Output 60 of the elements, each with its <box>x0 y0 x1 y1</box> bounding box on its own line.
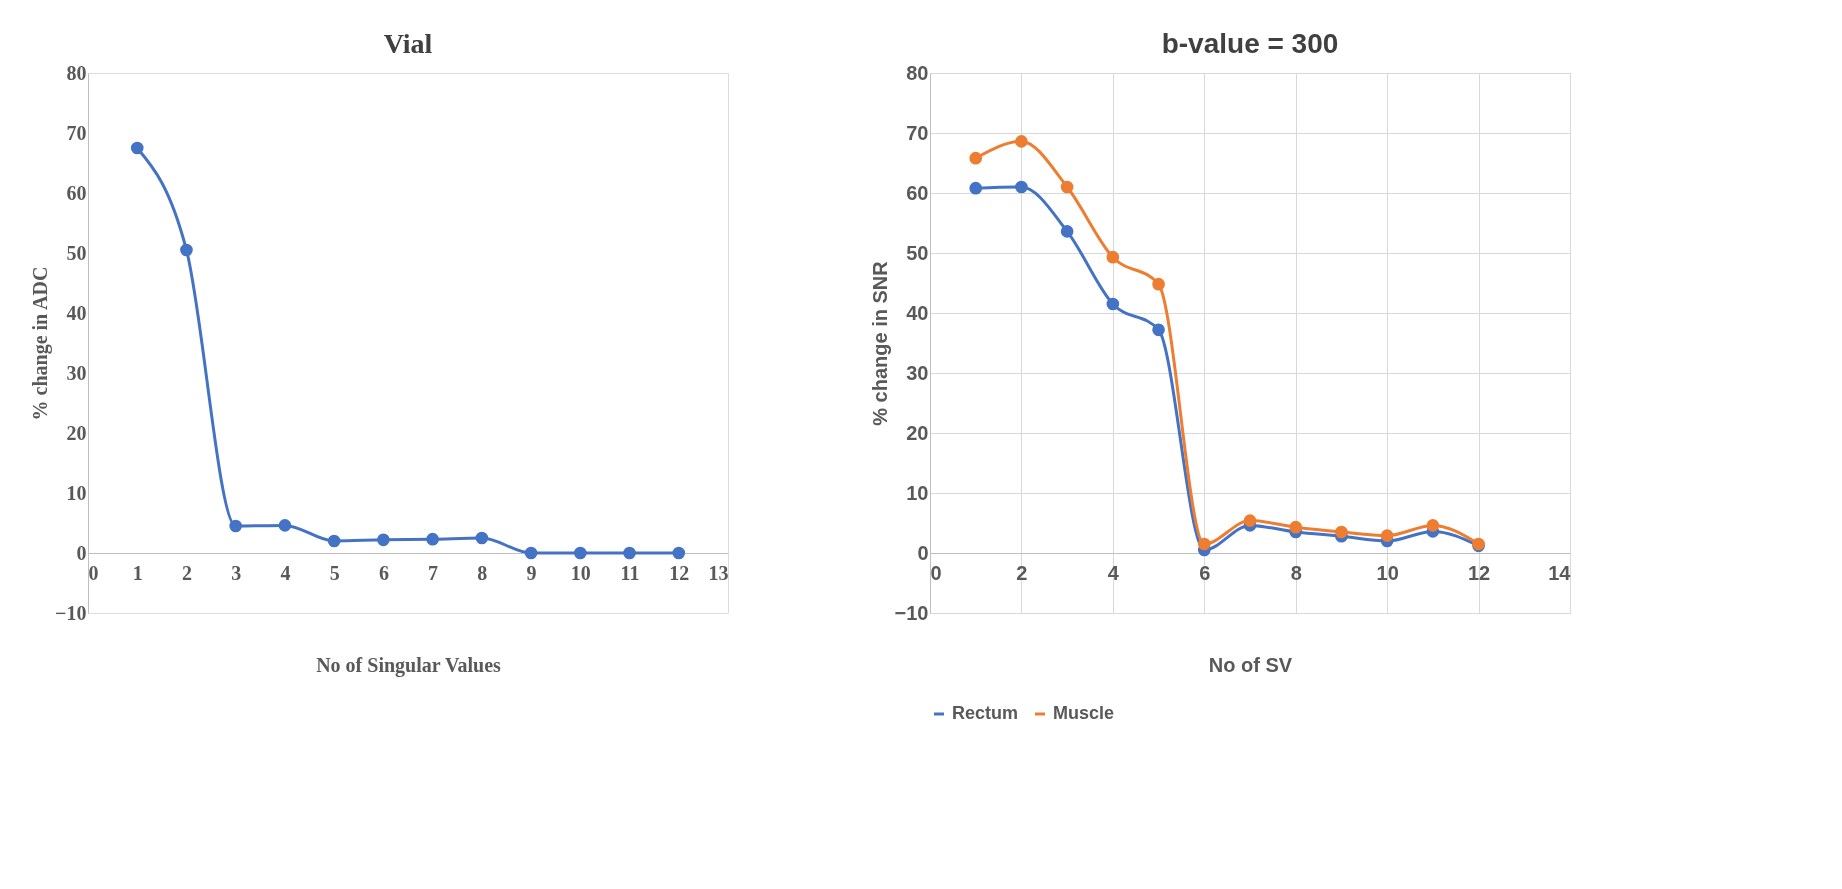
point <box>180 243 193 257</box>
y-tick-label: 40 <box>906 301 929 324</box>
point <box>623 546 636 560</box>
legend-label: Rectum <box>952 703 1019 723</box>
point <box>130 141 144 155</box>
y-tick-label: 30 <box>906 361 929 384</box>
y-tick-label: 70 <box>66 121 87 144</box>
point <box>672 546 686 560</box>
y-tick-label: −10 <box>55 601 87 624</box>
chart-title: Vial <box>383 28 433 59</box>
point <box>278 519 292 532</box>
y-tick-label: 20 <box>906 421 929 444</box>
x-tick-label: 1 <box>132 561 143 584</box>
x-tick-label: 12 <box>1467 561 1491 584</box>
y-axis-title: % change in ADC <box>29 266 53 421</box>
y-axis-title: % change in SNR <box>868 260 891 426</box>
y-tick-label: 0 <box>76 541 87 564</box>
x-tick-label: 4 <box>1107 561 1120 584</box>
legend-label: Muscle <box>1053 703 1115 723</box>
x-tick-label: 2 <box>181 561 192 584</box>
x-tick-label: 10 <box>1376 561 1399 584</box>
x-tick-label: 4 <box>280 561 291 584</box>
point <box>229 519 243 533</box>
point <box>377 533 390 547</box>
x-tick-label: 3 <box>231 561 242 584</box>
x-tick-label: 8 <box>477 561 488 584</box>
y-tick-label: 10 <box>906 481 929 504</box>
x-tick-label: 6 <box>1199 561 1211 584</box>
x-tick-label: 6 <box>378 561 389 584</box>
x-tick-label: 10 <box>570 561 591 584</box>
y-tick-label: 80 <box>906 61 929 84</box>
x-axis-title: No of Singular Values <box>316 653 502 677</box>
y-tick-label: −10 <box>894 601 929 624</box>
x-tick-label: 11 <box>620 561 640 584</box>
x-tick-label: 2 <box>1016 561 1028 584</box>
x-tick-label: 14 <box>1548 561 1572 584</box>
y-tick-label: 60 <box>906 181 929 204</box>
x-tick-label: 9 <box>526 561 537 584</box>
x-tick-label: 7 <box>428 561 439 584</box>
x-tick-label: 13 <box>708 561 729 584</box>
x-tick-label: 5 <box>329 561 340 584</box>
point <box>475 531 489 545</box>
y-tick-label: 60 <box>66 181 87 204</box>
x-tick-label: 8 <box>1290 561 1302 584</box>
y-tick-label: 50 <box>66 241 87 264</box>
point <box>524 546 538 560</box>
x-axis-title: No of SV <box>1208 653 1293 676</box>
y-tick-label: 80 <box>66 61 87 84</box>
y-tick-label: 40 <box>66 301 87 324</box>
point <box>573 546 587 560</box>
y-tick-label: 10 <box>66 481 87 504</box>
y-tick-label: 70 <box>906 121 929 144</box>
y-tick-label: 50 <box>906 241 929 264</box>
point <box>426 532 439 546</box>
y-tick-label: 0 <box>917 541 929 564</box>
point <box>327 534 341 548</box>
x-tick-label: 12 <box>669 561 690 584</box>
chart-title: b-value = 300 <box>1161 28 1339 59</box>
y-tick-label: 30 <box>66 361 87 384</box>
y-tick-label: 20 <box>66 421 87 444</box>
